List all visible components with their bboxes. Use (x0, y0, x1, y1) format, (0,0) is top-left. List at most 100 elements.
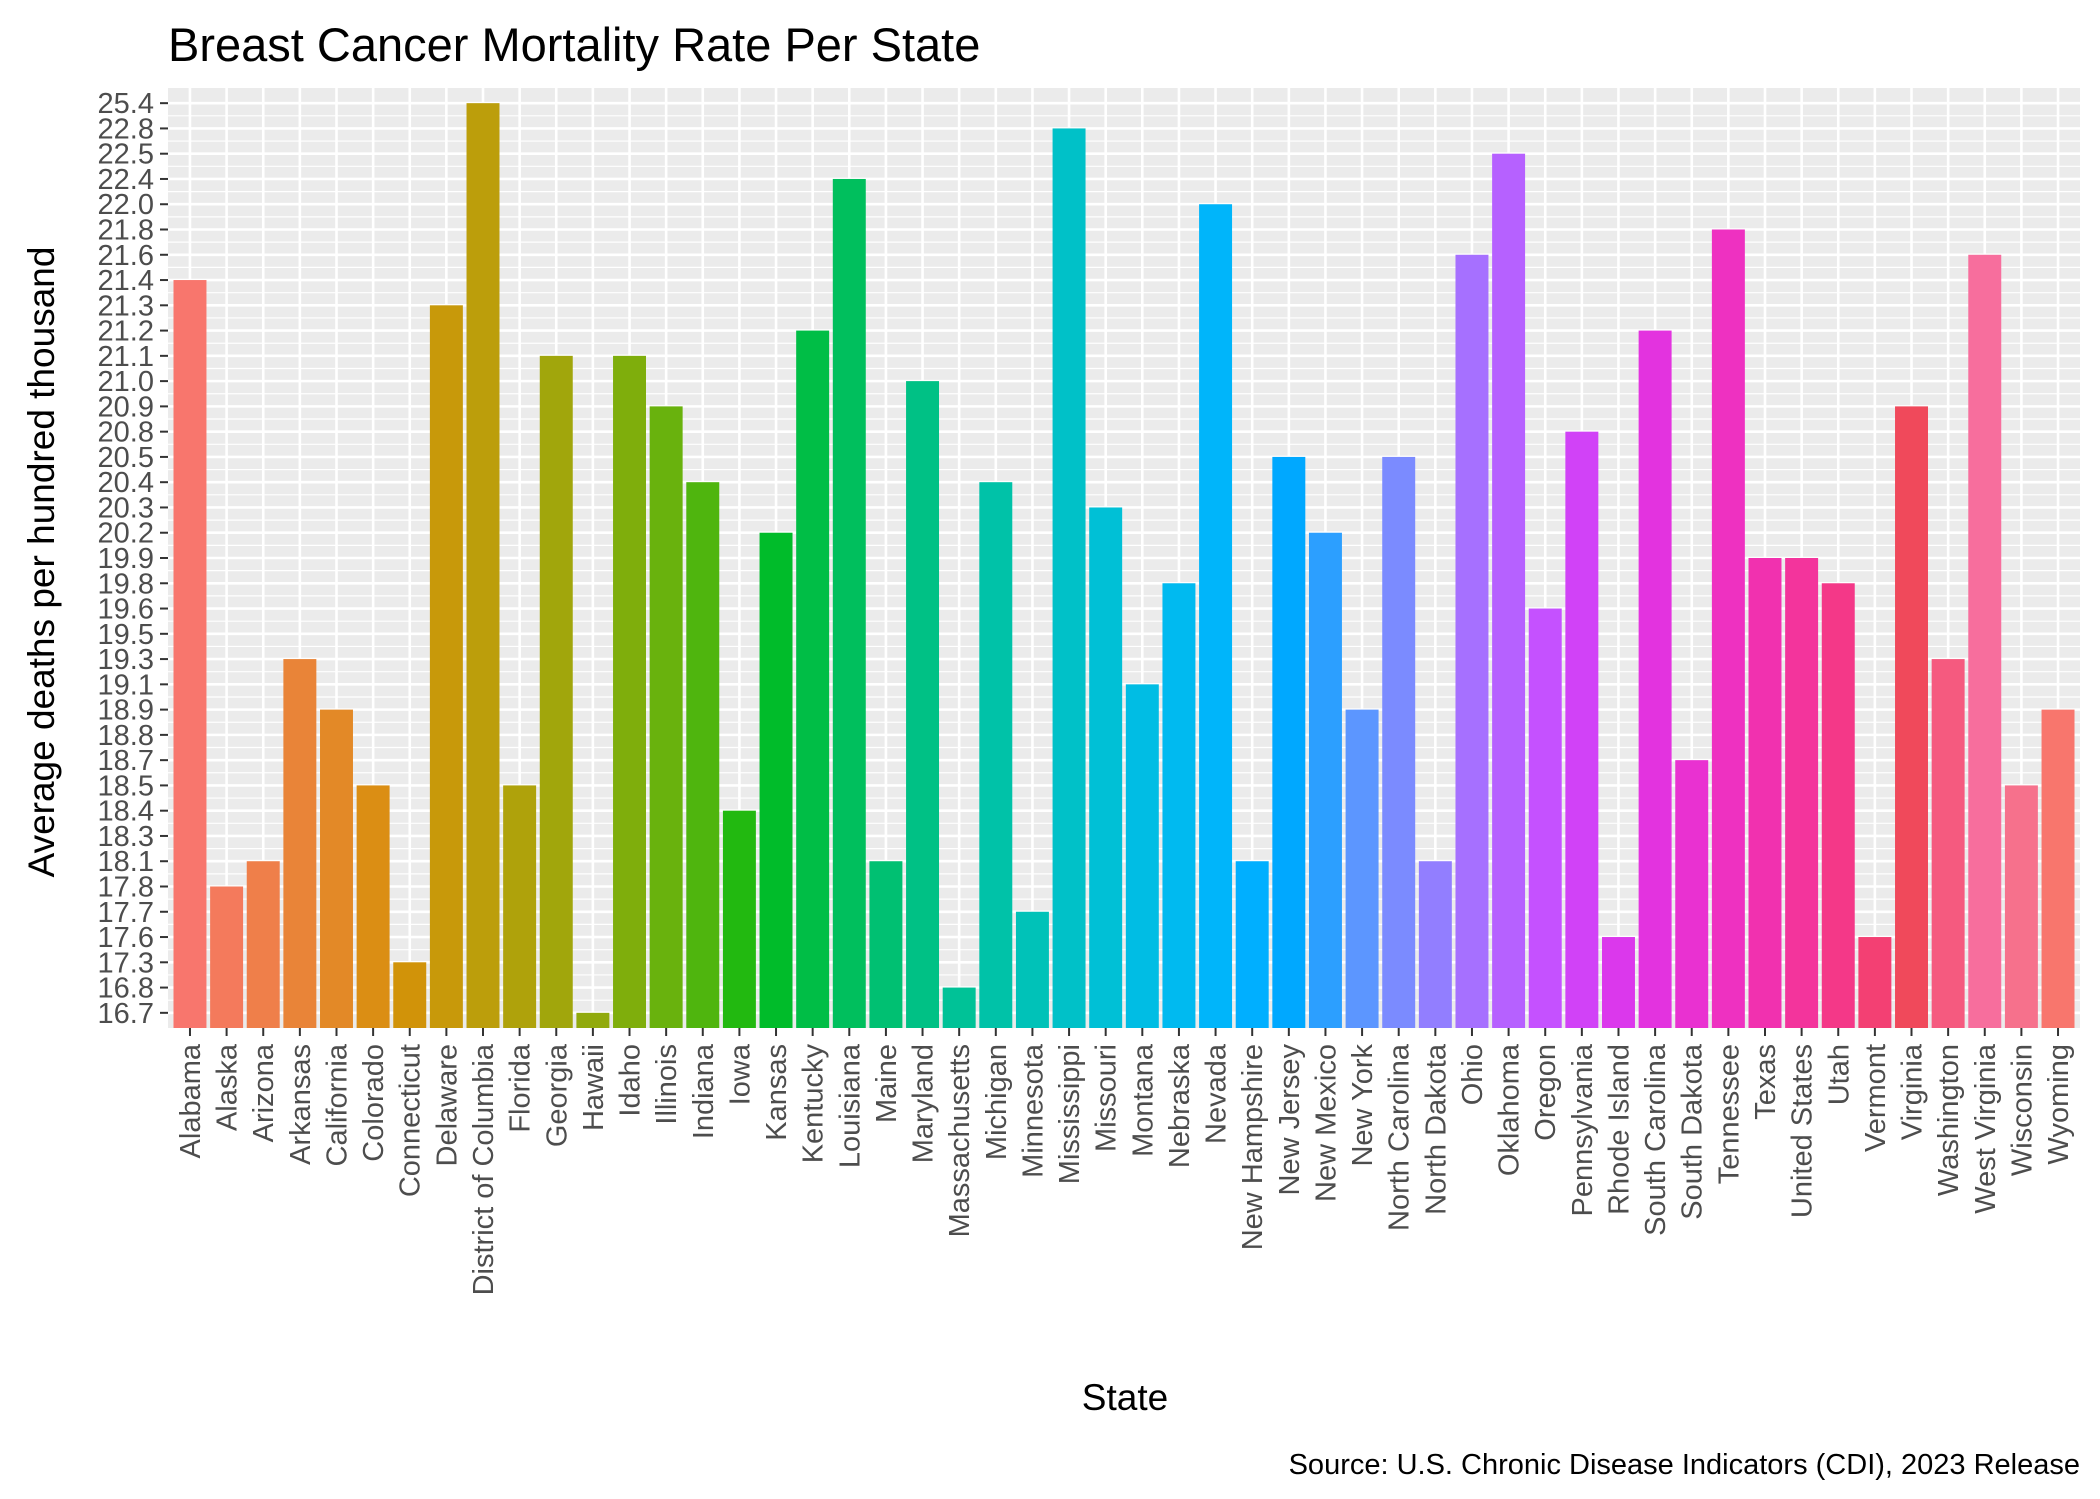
x-tick-label: Delaware (431, 1044, 463, 1167)
bar-california (320, 709, 353, 1028)
x-tick-label: Iowa (724, 1043, 756, 1105)
y-tick-label: 18.4 (98, 796, 154, 828)
bar-maryland (906, 381, 940, 1028)
bar-new-york (1345, 709, 1379, 1028)
bar-connecticut (393, 962, 427, 1028)
bar-kansas (759, 532, 793, 1028)
y-tick-label: 20.8 (98, 417, 154, 449)
y-tick-label: 21.8 (98, 215, 154, 247)
bar-arkansas (283, 659, 317, 1028)
x-tick-label: Florida (505, 1043, 537, 1133)
y-axis-title: Average deaths per hundred thousand (21, 247, 62, 878)
y-tick-label: 19.3 (98, 644, 154, 676)
bar-vermont (1858, 937, 1892, 1028)
y-tick-label: 21.6 (98, 240, 154, 272)
x-tick-label: South Dakota (1677, 1043, 1709, 1220)
y-tick-label: 19.8 (98, 568, 154, 600)
bar-delaware (429, 305, 463, 1028)
y-tick-label: 18.7 (98, 745, 154, 777)
bar-united-states (1785, 558, 1819, 1028)
x-tick-label: South Carolina (1640, 1043, 1672, 1236)
bar-mississippi (1052, 128, 1086, 1028)
y-tick-label: 18.5 (98, 770, 154, 802)
x-tick-label: New York (1347, 1044, 1379, 1167)
y-tick-label: 22.8 (98, 113, 154, 145)
bar-north-carolina (1382, 456, 1416, 1028)
bar-hawaii (576, 1012, 610, 1028)
bar-south-carolina (1638, 330, 1672, 1028)
x-tick-label: Nevada (1201, 1043, 1233, 1144)
x-tick-label: Virginia (1897, 1043, 1929, 1140)
x-tick-label: North Dakota (1420, 1043, 1452, 1215)
x-tick-label: Minnesota (1017, 1043, 1049, 1178)
x-tick-label: Mississippi (1054, 1044, 1086, 1184)
x-tick-label: Nebraska (1164, 1043, 1196, 1168)
x-tick-label: New Jersey (1274, 1044, 1306, 1196)
x-tick-label: Hawaii (578, 1044, 610, 1131)
bar-nebraska (1162, 583, 1196, 1028)
y-tick-label: 20.5 (98, 442, 154, 474)
bar-new-jersey (1272, 456, 1306, 1028)
y-tick-label: 22.0 (98, 189, 154, 221)
y-tick-label: 18.1 (98, 846, 154, 878)
bar-texas (1748, 558, 1782, 1028)
x-tick-label: Pennsylvania (1567, 1043, 1599, 1216)
x-tick-label: Georgia (541, 1043, 573, 1147)
x-tick-label: Maryland (908, 1044, 940, 1163)
x-tick-label: Texas (1750, 1044, 1782, 1120)
y-tick-label: 17.6 (98, 922, 154, 954)
x-tick-label: Kentucky (798, 1044, 830, 1164)
x-tick-label: Washington (1933, 1044, 1965, 1196)
bar-iowa (722, 810, 756, 1028)
bar-idaho (613, 355, 646, 1028)
x-tick-label: Ohio (1457, 1044, 1489, 1105)
y-tick-label: 19.6 (98, 594, 154, 626)
bar-louisiana (832, 178, 866, 1028)
bar-nevada (1199, 204, 1233, 1028)
x-tick-label: Idaho (615, 1044, 647, 1117)
bar-washington (1931, 659, 1965, 1028)
bar-wyoming (2041, 709, 2075, 1028)
y-tick-label: 21.3 (98, 290, 154, 322)
x-tick-label: Maine (871, 1044, 903, 1123)
bar-florida (503, 785, 537, 1028)
x-tick-label: Arizona (248, 1043, 280, 1142)
y-tick-label: 16.7 (98, 998, 154, 1030)
y-tick-label: 19.5 (98, 619, 154, 651)
bar-kentucky (796, 330, 830, 1028)
x-tick-label: Oregon (1530, 1044, 1562, 1141)
y-tick-label: 20.9 (98, 391, 154, 423)
y-tick-label: 17.8 (98, 871, 154, 903)
bar-wisconsin (2004, 785, 2038, 1028)
x-tick-label: Wisconsin (2006, 1044, 2038, 1176)
y-tick-label: 20.2 (98, 518, 154, 550)
bar-oregon (1528, 608, 1562, 1028)
x-tick-label: United States (1787, 1044, 1819, 1218)
y-tick-label: 22.4 (98, 164, 154, 196)
x-tick-label: Connecticut (395, 1044, 427, 1197)
x-axis-title: State (1082, 1377, 1168, 1418)
bar-missouri (1089, 507, 1123, 1028)
chart-title: Breast Cancer Mortality Rate Per State (168, 18, 980, 71)
y-tick-label: 19.1 (98, 669, 154, 701)
y-tick-label: 16.8 (98, 973, 154, 1005)
bar-rhode-island (1602, 937, 1635, 1028)
bar-alabama (173, 280, 207, 1029)
bar-utah (1821, 583, 1855, 1028)
bar-west-virginia (1968, 254, 2002, 1029)
x-tick-label: Arkansas (285, 1044, 317, 1165)
bar-colorado (356, 785, 390, 1028)
y-tick-label: 21.4 (98, 265, 154, 297)
x-tick-label: New Hampshire (1237, 1044, 1269, 1250)
x-tick-label: Oklahoma (1494, 1043, 1526, 1176)
bar-arizona (246, 861, 280, 1028)
y-tick-label: 25.4 (98, 88, 154, 120)
bar-montana (1125, 684, 1159, 1028)
bar-new-hampshire (1235, 861, 1269, 1028)
bar-ohio (1455, 254, 1489, 1029)
x-tick-label: Illinois (651, 1044, 683, 1125)
x-tick-label: Wyoming (2043, 1044, 2075, 1165)
bar-georgia (539, 355, 573, 1028)
x-tick-label: Kansas (761, 1044, 793, 1141)
